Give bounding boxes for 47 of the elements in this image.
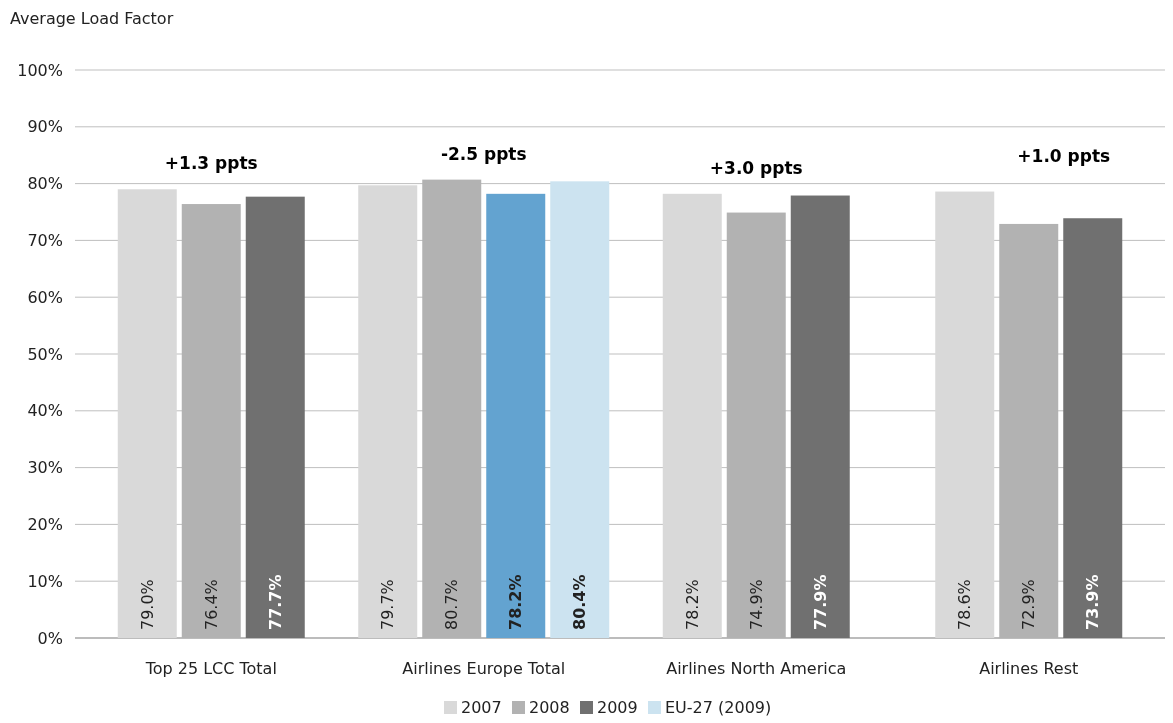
bar bbox=[245, 196, 305, 638]
data-label: 77.9% bbox=[810, 574, 830, 630]
data-label: 78.2% bbox=[506, 574, 526, 630]
data-label: 77.7% bbox=[265, 574, 285, 630]
y-tick-label: 30% bbox=[27, 458, 63, 478]
x-tick-label: Top 25 LCC Total bbox=[144, 658, 277, 678]
annotation: +1.0 ppts bbox=[1017, 145, 1111, 166]
bar bbox=[999, 223, 1059, 638]
y-tick-label: 60% bbox=[27, 287, 63, 307]
data-label: 80.4% bbox=[570, 574, 590, 630]
y-tick-label: 100% bbox=[17, 60, 63, 80]
data-label: 73.9% bbox=[1083, 574, 1103, 630]
data-label: 76.4% bbox=[201, 579, 221, 630]
bar bbox=[117, 189, 177, 638]
y-tick-label: 70% bbox=[27, 231, 63, 250]
bar bbox=[1063, 218, 1123, 638]
bar bbox=[181, 204, 241, 638]
legend-label: 2009 bbox=[597, 698, 638, 717]
data-label: 74.9% bbox=[746, 579, 766, 630]
y-tick-label: 80% bbox=[27, 174, 63, 194]
data-label: 78.6% bbox=[955, 579, 975, 630]
data-label: 80.7% bbox=[442, 579, 462, 630]
x-tick-label: Airlines Rest bbox=[979, 658, 1079, 678]
data-label: 79.0% bbox=[137, 579, 157, 630]
annotation: -2.5 ppts bbox=[440, 143, 527, 164]
y-tick-label: 0% bbox=[37, 628, 63, 648]
data-label: 72.9% bbox=[1019, 579, 1039, 630]
y-axis-title: Average Load Factor bbox=[10, 9, 174, 28]
y-tick-label: 40% bbox=[27, 401, 63, 421]
x-tick-label: Airlines Europe Total bbox=[402, 658, 566, 678]
y-tick-label: 90% bbox=[27, 117, 63, 137]
bar bbox=[790, 195, 850, 638]
annotation: +3.0 ppts bbox=[709, 157, 803, 178]
y-tick-label: 50% bbox=[27, 344, 63, 364]
bar bbox=[935, 191, 995, 638]
x-tick-label: Airlines North America bbox=[666, 658, 847, 678]
legend-label: EU-27 (2009) bbox=[665, 698, 772, 717]
y-tick-label: 10% bbox=[27, 571, 63, 591]
data-label: 78.2% bbox=[682, 579, 702, 630]
legend-label: 2008 bbox=[529, 698, 570, 717]
legend-label: 2007 bbox=[461, 698, 502, 717]
bar bbox=[662, 193, 722, 638]
y-tick-label: 20% bbox=[27, 515, 63, 534]
annotation: +1.3 ppts bbox=[164, 153, 258, 174]
bar bbox=[726, 212, 786, 638]
data-label: 79.7% bbox=[378, 579, 398, 630]
bar bbox=[550, 181, 610, 638]
